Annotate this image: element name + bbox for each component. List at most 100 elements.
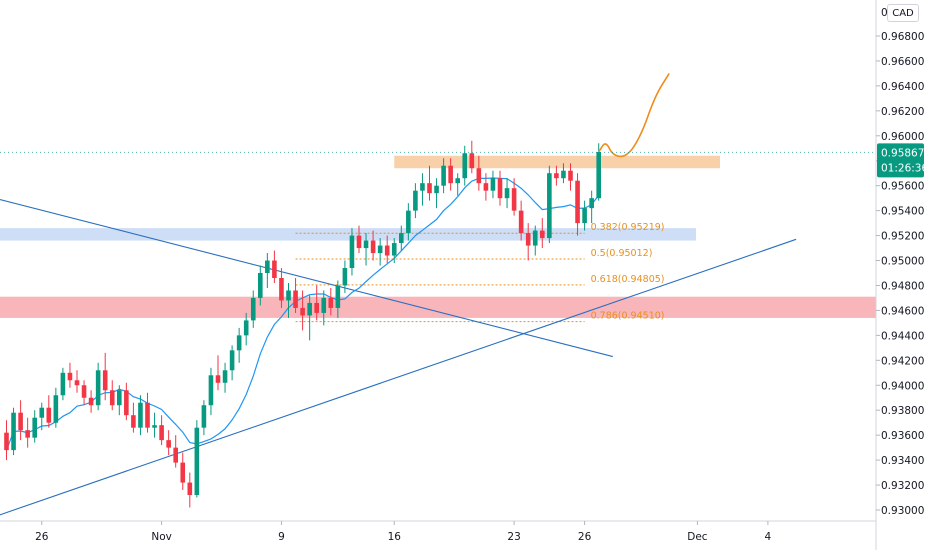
candle-32 [229, 345, 235, 381]
candle-70 [497, 170, 503, 206]
candle-body [469, 153, 475, 169]
currency-label: CAD [892, 7, 914, 19]
candle-body [229, 350, 235, 371]
candle-25 [180, 452, 186, 491]
candle-0 [4, 420, 9, 461]
candle-body [187, 482, 193, 496]
candle-56 [399, 225, 404, 251]
candle-21 [152, 412, 157, 438]
price-tick-label-11: 0.94600 [881, 305, 924, 317]
bar-countdown-label: 01:26:36 [881, 162, 928, 174]
candle-body [173, 447, 178, 463]
price-tick-label-3: 0.96200 [881, 106, 924, 118]
candle-10 [74, 370, 80, 393]
price-tick-label-15: 0.93800 [881, 405, 924, 417]
candle-9 [67, 362, 73, 388]
candle-79 [561, 163, 566, 184]
candle-body [11, 412, 16, 451]
currency-button[interactable]: CAD [887, 4, 919, 22]
candle-73 [518, 200, 524, 241]
candle-40 [286, 282, 291, 318]
zones-layer [0, 155, 876, 318]
projection-path-layer[interactable] [598, 72, 670, 158]
candle-43 [307, 295, 312, 341]
candle-body [342, 268, 348, 286]
fib-label-2: 0.618(0.94805) [591, 274, 665, 285]
candle-69 [490, 170, 496, 199]
candle-63 [448, 158, 453, 191]
candle-41 [293, 277, 298, 313]
candle-72 [511, 178, 517, 216]
candle-body [497, 178, 503, 199]
candle-51 [363, 233, 369, 266]
candle-75 [532, 225, 538, 256]
candle-body [258, 273, 263, 298]
trendlines-layer[interactable] [0, 198, 797, 516]
candle-57 [406, 203, 411, 241]
candle-62 [441, 158, 446, 194]
candle-6 [46, 395, 52, 428]
price-tick-label-8: 0.95200 [881, 231, 924, 243]
candle-body [279, 277, 284, 301]
candle-18 [131, 402, 136, 433]
fib-label-1: 0.5(0.95012) [591, 248, 653, 259]
candle-81 [575, 173, 580, 236]
candle-body [547, 173, 552, 239]
candle-body [286, 290, 291, 301]
price-tick-label-1: 0.96600 [881, 56, 924, 68]
candle-34 [243, 312, 249, 346]
candle-body [32, 417, 37, 438]
price-tick-label-10: 0.94800 [881, 280, 924, 292]
zone-resistance [394, 155, 720, 169]
candle-13 [95, 362, 101, 411]
candle-body [483, 183, 489, 191]
time-tick-label-2: 9 [278, 531, 285, 543]
candle-22 [159, 415, 164, 446]
candle-14 [102, 352, 108, 401]
candle-body [208, 375, 214, 406]
candle-29 [208, 367, 214, 416]
candle-body [67, 372, 73, 381]
candle-80 [568, 163, 573, 191]
candle-body [490, 178, 496, 191]
candle-body [575, 180, 580, 224]
candle-27 [194, 420, 200, 498]
candle-body [391, 243, 397, 256]
price-tick-label-0: 0.96800 [881, 31, 924, 43]
candle-body [434, 185, 439, 194]
candle-body [265, 260, 270, 273]
candle-82 [582, 200, 587, 231]
candle-36 [258, 265, 263, 306]
price-tick-label-18: 0.93200 [881, 480, 924, 492]
candle-47 [335, 280, 341, 318]
candle-body [95, 370, 101, 406]
candle-body [307, 302, 312, 316]
candle-68 [483, 173, 489, 201]
candle-body [504, 188, 510, 199]
candle-body [525, 233, 531, 246]
candle-body [18, 412, 23, 431]
candle-body [554, 173, 559, 179]
candle-11 [81, 380, 87, 406]
candle-84 [596, 143, 601, 201]
price-tick-label-4: 0.96000 [881, 131, 924, 143]
candle-body [222, 370, 228, 383]
candle-5 [39, 402, 45, 431]
candle-8 [60, 367, 66, 401]
price-tick-label-13: 0.94200 [881, 355, 924, 367]
candle-body [540, 230, 545, 239]
candle-body [406, 210, 411, 234]
candle-body [455, 178, 460, 184]
candle-76 [540, 218, 545, 249]
candle-body [476, 168, 482, 184]
time-tick-label-1: Nov [151, 531, 172, 543]
price-tick-label-12: 0.94400 [881, 330, 924, 342]
candle-body [589, 198, 594, 209]
candle-58 [413, 183, 418, 219]
candle-35 [250, 290, 256, 328]
candle-78 [554, 165, 559, 186]
candle-body [152, 425, 157, 428]
